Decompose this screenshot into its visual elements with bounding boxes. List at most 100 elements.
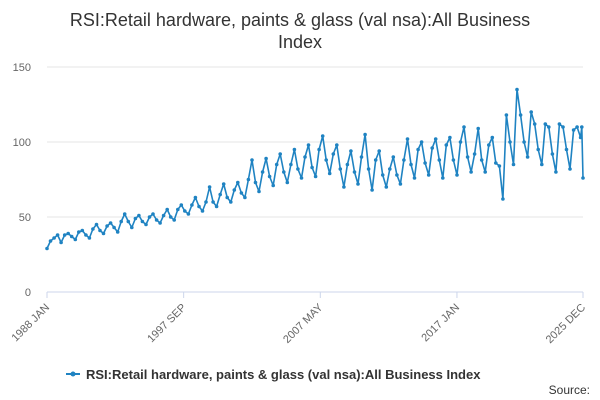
data-point[interactable] bbox=[267, 174, 272, 179]
data-point[interactable] bbox=[69, 234, 74, 239]
data-point[interactable] bbox=[455, 173, 459, 177]
data-point[interactable] bbox=[409, 162, 413, 167]
data-point[interactable] bbox=[518, 113, 523, 117]
data-point[interactable] bbox=[232, 188, 237, 192]
data-point[interactable] bbox=[73, 237, 78, 242]
data-point[interactable] bbox=[391, 155, 396, 159]
data-point[interactable] bbox=[197, 204, 201, 209]
data-point[interactable] bbox=[243, 195, 247, 200]
data-point[interactable] bbox=[193, 195, 198, 200]
data-point[interactable] bbox=[101, 231, 106, 236]
data-point[interactable] bbox=[398, 182, 403, 186]
data-point[interactable] bbox=[119, 219, 123, 224]
data-point[interactable] bbox=[183, 209, 187, 213]
data-point[interactable] bbox=[317, 147, 321, 152]
data-point[interactable] bbox=[487, 143, 491, 147]
data-point[interactable] bbox=[402, 158, 406, 162]
data-point[interactable] bbox=[568, 167, 572, 171]
data-point[interactable] bbox=[186, 212, 191, 216]
data-point[interactable] bbox=[151, 212, 155, 216]
data-point[interactable] bbox=[349, 149, 353, 153]
data-point[interactable] bbox=[282, 170, 286, 174]
data-point[interactable] bbox=[137, 213, 141, 218]
data-point[interactable] bbox=[115, 230, 120, 234]
data-point[interactable] bbox=[419, 140, 424, 144]
data-point[interactable] bbox=[133, 216, 138, 221]
data-point[interactable] bbox=[426, 173, 431, 177]
data-point[interactable] bbox=[536, 147, 540, 152]
data-point[interactable] bbox=[140, 219, 145, 224]
data-point[interactable] bbox=[366, 167, 371, 171]
data-point[interactable] bbox=[578, 135, 583, 140]
data-point[interactable] bbox=[80, 228, 85, 233]
data-point[interactable] bbox=[458, 140, 463, 144]
data-point[interactable] bbox=[112, 225, 116, 230]
data-point[interactable] bbox=[388, 167, 392, 171]
data-point[interactable] bbox=[296, 167, 300, 171]
data-point[interactable] bbox=[529, 110, 533, 114]
data-point[interactable] bbox=[45, 246, 49, 251]
data-point[interactable] bbox=[540, 162, 544, 167]
data-point[interactable] bbox=[239, 191, 244, 195]
data-point[interactable] bbox=[313, 174, 318, 179]
data-point[interactable] bbox=[580, 125, 584, 129]
data-point[interactable] bbox=[561, 125, 565, 129]
data-point[interactable] bbox=[91, 227, 95, 231]
data-point[interactable] bbox=[451, 158, 456, 162]
data-point[interactable] bbox=[547, 125, 551, 129]
data-point[interactable] bbox=[59, 240, 63, 245]
data-point[interactable] bbox=[564, 147, 569, 152]
data-point[interactable] bbox=[359, 155, 364, 159]
data-point[interactable] bbox=[508, 140, 512, 144]
data-point[interactable] bbox=[433, 137, 438, 141]
data-point[interactable] bbox=[448, 135, 452, 140]
data-point[interactable] bbox=[331, 152, 336, 156]
data-point[interactable] bbox=[84, 233, 88, 237]
data-point[interactable] bbox=[257, 189, 261, 194]
data-point[interactable] bbox=[430, 146, 435, 150]
data-point[interactable] bbox=[200, 209, 205, 213]
data-point[interactable] bbox=[437, 158, 442, 162]
data-point[interactable] bbox=[303, 155, 307, 159]
data-point[interactable] bbox=[342, 185, 346, 189]
data-point[interactable] bbox=[66, 231, 70, 236]
data-point[interactable] bbox=[289, 162, 293, 167]
data-point[interactable] bbox=[250, 158, 254, 162]
data-point[interactable] bbox=[154, 218, 159, 222]
data-point[interactable] bbox=[581, 176, 585, 180]
data-point[interactable] bbox=[384, 185, 389, 189]
data-point[interactable] bbox=[214, 204, 219, 209]
data-point[interactable] bbox=[405, 137, 410, 141]
data-point[interactable] bbox=[285, 180, 290, 185]
data-point[interactable] bbox=[469, 170, 473, 174]
data-point[interactable] bbox=[327, 171, 332, 176]
data-point[interactable] bbox=[345, 162, 350, 167]
data-point[interactable] bbox=[130, 225, 134, 230]
data-point[interactable] bbox=[441, 176, 445, 180]
legend[interactable]: RSI:Retail hardware, paints & glass (val… bbox=[66, 367, 481, 382]
data-point[interactable] bbox=[221, 182, 226, 186]
data-point[interactable] bbox=[264, 156, 268, 161]
data-point[interactable] bbox=[253, 180, 258, 185]
data-point[interactable] bbox=[165, 207, 169, 212]
data-point[interactable] bbox=[465, 155, 470, 159]
data-point[interactable] bbox=[494, 161, 498, 165]
data-point[interactable] bbox=[48, 239, 53, 243]
data-point[interactable] bbox=[98, 228, 102, 233]
data-point[interactable] bbox=[55, 233, 60, 237]
data-point[interactable] bbox=[412, 176, 417, 180]
data-point[interactable] bbox=[310, 165, 314, 170]
data-point[interactable] bbox=[373, 158, 378, 162]
data-point[interactable] bbox=[87, 236, 92, 240]
data-point[interactable] bbox=[525, 155, 530, 159]
data-point[interactable] bbox=[77, 230, 81, 234]
data-point[interactable] bbox=[168, 215, 173, 219]
data-point[interactable] bbox=[105, 224, 109, 228]
data-point[interactable] bbox=[550, 152, 555, 156]
data-point[interactable] bbox=[324, 158, 329, 162]
data-point[interactable] bbox=[190, 203, 194, 207]
data-point[interactable] bbox=[108, 221, 113, 225]
data-point[interactable] bbox=[236, 180, 240, 185]
data-point[interactable] bbox=[532, 122, 537, 126]
data-point[interactable] bbox=[504, 113, 509, 117]
